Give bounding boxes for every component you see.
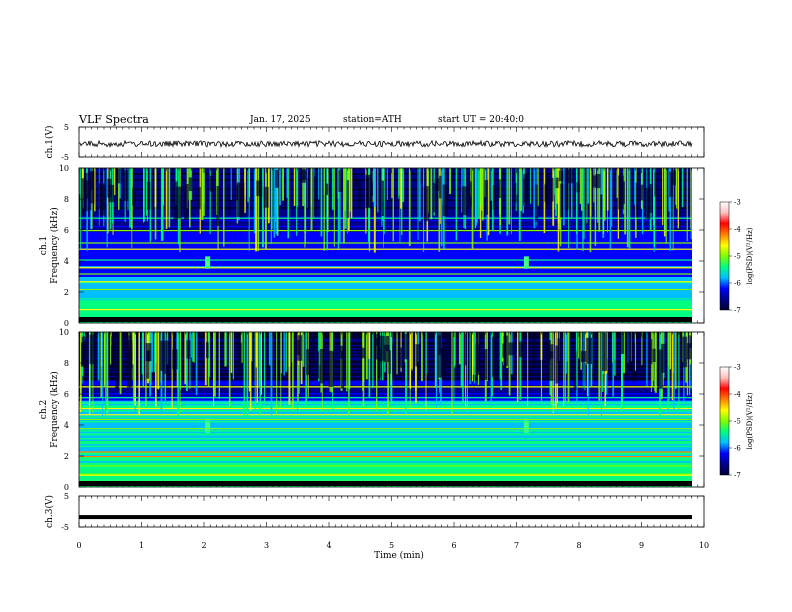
ch1-spectrogram-ylabel-freq: Frequency (kHz) <box>49 207 60 284</box>
ch1-spectrogram-ytick-label: 6 <box>64 226 69 235</box>
colorbar-label: log(PSD)(V²/Hz) <box>746 392 754 449</box>
chart-title: VLF Spectra <box>79 113 149 126</box>
ch2-spectrogram-ylabel-channel: ch.2 <box>39 400 49 419</box>
ch2-spectrogram-ytick-label: 8 <box>64 359 69 368</box>
x-tick-label: 1 <box>139 541 144 550</box>
colorbar-2 <box>719 366 730 476</box>
colorbar-1 <box>719 201 730 311</box>
ch3-waveform-ytick-label: 5 <box>64 492 69 501</box>
ch1-waveform-ylabel: ch.1(V) <box>44 126 55 159</box>
ch1-waveform-line <box>78 139 693 149</box>
colorbar-tick-label: -4 <box>734 226 741 234</box>
x-axis-label: Time (min) <box>374 550 424 561</box>
colorbar-tick-label: -5 <box>734 418 741 426</box>
colorbar-tick-label: -3 <box>734 199 741 207</box>
ch3-waveform-ylabel: ch.3(V) <box>44 495 55 528</box>
x-tick-label: 8 <box>576 541 581 550</box>
ch1-spectrogram-image <box>79 168 704 323</box>
colorbar-tick-label: -6 <box>734 445 741 453</box>
ch1-spectrogram-ytick-label: 8 <box>64 195 69 204</box>
colorbar-tick-label: -4 <box>734 391 741 399</box>
x-tick-label: 7 <box>514 541 519 550</box>
ch2-spectrogram-ylabel-freq: Frequency (kHz) <box>49 371 60 448</box>
x-tick-label: 2 <box>201 541 206 550</box>
x-tick-label: 3 <box>264 541 269 550</box>
colorbar-tick-label: -7 <box>734 307 741 315</box>
x-tick-label: 4 <box>326 541 331 550</box>
ch1-spectrogram-ytick-label: 4 <box>64 257 69 266</box>
ch1-waveform-ytick-label: -5 <box>61 153 69 162</box>
ch3-waveform-line <box>79 515 692 520</box>
ch1-spectrogram-ytick-label: 10 <box>59 164 69 173</box>
ch1-spectrogram-ylabel-channel: ch.1 <box>39 236 49 255</box>
x-tick-label: 10 <box>699 541 709 550</box>
station-label: station=ATH <box>343 115 402 125</box>
date-label: Jan. 17, 2025 <box>250 115 311 125</box>
x-tick-label: 0 <box>76 541 81 550</box>
colorbar-tick-label: -3 <box>734 364 741 372</box>
ch1-spectrogram-ytick-label: 2 <box>64 288 69 297</box>
colorbar-tick-label: -5 <box>734 253 741 261</box>
x-tick-label: 9 <box>639 541 644 550</box>
ch2-spectrogram-ytick-label: 0 <box>64 483 69 492</box>
ch2-spectrogram-ytick-label: 10 <box>59 328 69 337</box>
ch3-waveform-ytick-label: -5 <box>61 523 69 532</box>
colorbar-label: log(PSD)(V²/Hz) <box>746 227 754 284</box>
ch2-spectrogram-ytick-label: 6 <box>64 390 69 399</box>
x-tick-label: 5 <box>389 541 394 550</box>
ch2-spectrogram-image <box>79 332 704 487</box>
ch1-spectrogram-ytick-label: 0 <box>64 319 69 328</box>
start-time-label: start UT = 20:40:0 <box>438 115 524 125</box>
colorbar-tick-label: -6 <box>734 280 741 288</box>
x-tick-label: 6 <box>451 541 456 550</box>
ch2-spectrogram-ytick-label: 4 <box>64 421 69 430</box>
colorbar-tick-label: -7 <box>734 472 741 480</box>
ch1-waveform-ytick-label: 5 <box>64 123 69 132</box>
ch2-spectrogram-ytick-label: 2 <box>64 452 69 461</box>
